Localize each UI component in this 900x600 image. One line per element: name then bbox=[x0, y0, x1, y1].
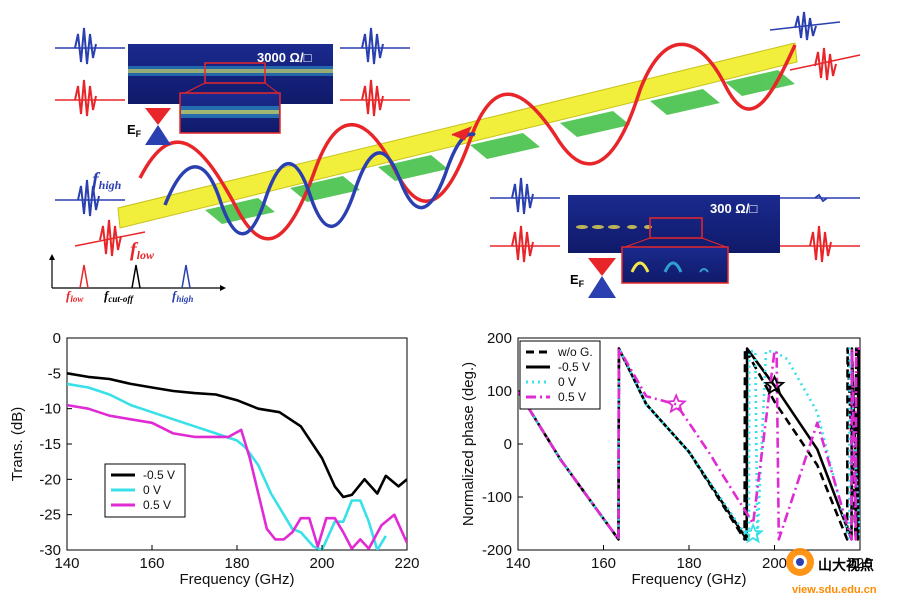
series-line-0 bbox=[67, 372, 407, 499]
legend: w/o G.-0.5 V0 V0.5 V bbox=[519, 340, 601, 410]
x-tick-label: 140 bbox=[505, 555, 530, 572]
y-tick-label: -5 bbox=[48, 365, 61, 382]
y-tick-label: -25 bbox=[39, 507, 61, 524]
resistance-label-low: 300 Ω/□ bbox=[710, 201, 757, 216]
f-high-label: fhigh bbox=[92, 169, 122, 192]
x-tick-label: 160 bbox=[591, 555, 616, 572]
y-tick-label: 0 bbox=[504, 436, 512, 453]
wave-arrow bbox=[451, 126, 473, 141]
phase-chart: 140 160 180 200 220 200 100 0 -100 -200 Frequency… bbox=[460, 330, 873, 588]
resistance-label-high: 3000 Ω/□ bbox=[257, 50, 312, 65]
field-map-high-resistance: 3000 Ω/□ bbox=[128, 44, 333, 134]
y-axis-label: Trans. (dB) bbox=[9, 407, 26, 481]
y-tick-label: -30 bbox=[39, 542, 61, 559]
low-frequency-wave bbox=[138, 42, 797, 241]
field-map-low-resistance: 300 Ω/□ bbox=[568, 195, 780, 284]
y-axis-label: Normalized phase (deg.) bbox=[460, 362, 477, 526]
x-tick-label: 160 bbox=[139, 555, 164, 572]
x-tick-label: 200 bbox=[309, 555, 334, 572]
series-line-2 bbox=[67, 403, 407, 550]
y-tick-label: -200 bbox=[482, 542, 512, 559]
dirac-cone-high: EF bbox=[127, 108, 171, 145]
y-tick-label: 0 bbox=[53, 330, 61, 347]
spectrum-inset: flow fcut-off fhigh bbox=[49, 254, 226, 304]
legend-entry: w/o G. bbox=[557, 345, 593, 359]
legend-entry: -0.5 V bbox=[558, 360, 590, 374]
transmission-chart: 140 160 180 200 220 0 -5 -10 -15 -20 -25 -30 Freque… bbox=[9, 330, 420, 588]
legend-entry: 0 V bbox=[143, 483, 161, 497]
star-marker-1 bbox=[742, 522, 765, 544]
y-tick-label: 200 bbox=[487, 330, 512, 347]
right-pulses bbox=[340, 11, 861, 263]
high-frequency-wave bbox=[163, 132, 476, 236]
y-tick-label: -10 bbox=[39, 401, 61, 418]
legend-box bbox=[104, 463, 186, 518]
left-pulses bbox=[55, 27, 146, 257]
spectrum-f-low: flow bbox=[66, 288, 84, 304]
y-tick-label: 100 bbox=[487, 383, 512, 400]
fermi-label-1: EF bbox=[127, 122, 142, 139]
device-illustration: 3000 Ω/□ EF 300 Ω/□ bbox=[49, 11, 861, 304]
x-tick-label: 220 bbox=[394, 555, 419, 572]
y-tick-label: -15 bbox=[39, 436, 61, 453]
f-low-label: flow bbox=[130, 239, 155, 262]
fermi-label-2: EF bbox=[570, 272, 585, 289]
watermark: 山大视点 view.sdu.edu.cn bbox=[786, 548, 877, 596]
spectrum-f-cutoff: fcut-off bbox=[104, 288, 134, 304]
x-tick-label: 180 bbox=[676, 555, 701, 572]
legend-entry: -0.5 V bbox=[143, 468, 175, 482]
watermark-url: view.sdu.edu.cn bbox=[792, 584, 877, 596]
x-tick-label: 180 bbox=[224, 555, 249, 572]
x-axis-label: Frequency (GHz) bbox=[179, 571, 294, 588]
watermark-text: 山大视点 bbox=[818, 557, 874, 574]
y-tick-label: -20 bbox=[39, 471, 61, 488]
x-axis-label: Frequency (GHz) bbox=[631, 571, 746, 588]
star-marker-0 bbox=[665, 392, 687, 414]
y-tick-label: -100 bbox=[482, 489, 512, 506]
series-line-1 bbox=[67, 382, 387, 550]
legend-entry: 0 V bbox=[558, 375, 576, 389]
star-marker-2 bbox=[763, 374, 786, 395]
legend-entry: 0.5 V bbox=[558, 390, 586, 404]
x-tick-label: 140 bbox=[54, 555, 79, 572]
legend-entry: 0.5 V bbox=[143, 498, 171, 512]
series-line-0 bbox=[518, 347, 860, 541]
dirac-cone-low: EF bbox=[570, 258, 616, 298]
legend: -0.5 V0 V0.5 V bbox=[104, 463, 186, 518]
spectrum-f-high: fhigh bbox=[172, 288, 193, 304]
x-tick-label: 220 bbox=[847, 555, 872, 572]
plot-frame bbox=[66, 337, 408, 551]
x-tick-label: 200 bbox=[762, 555, 787, 572]
